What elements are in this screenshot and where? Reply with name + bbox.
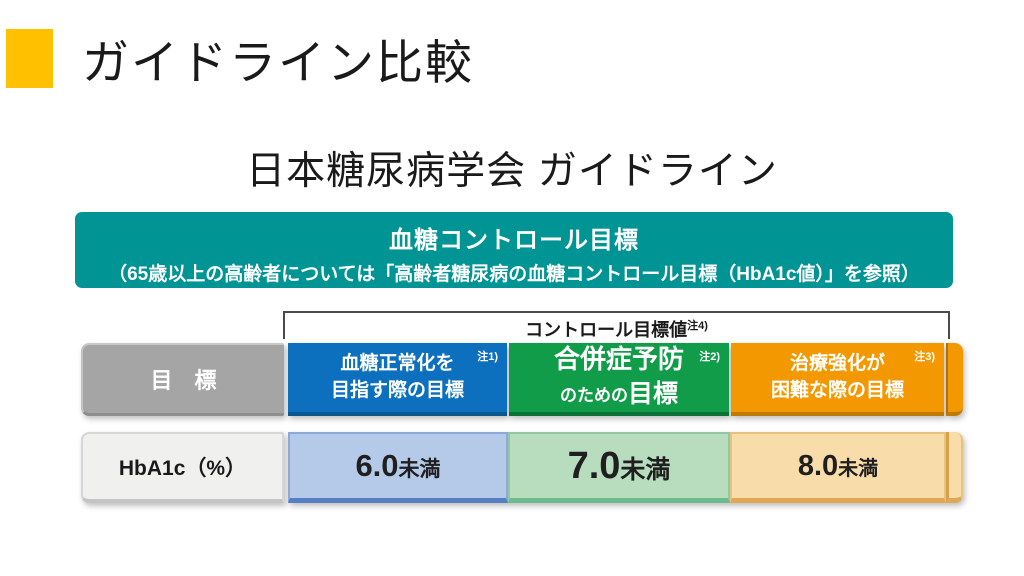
value-cell-under-8: 8.0未満 — [730, 432, 946, 503]
value2-number: 7.0 — [567, 444, 621, 487]
bracket-label: コントロール目標値注4) — [285, 313, 948, 342]
header-col1-line2: 目指す際の目標 — [330, 379, 464, 401]
value-row-right-fold — [946, 432, 963, 503]
header-cell-difficult-intensification: 注3) 治療強化が 困難な際の目標 — [731, 343, 944, 416]
bracket-label-text: コントロール目標値 — [525, 320, 688, 340]
control-target-banner: 血糖コントロール目標 （65歳以上の高齢者については「高齢者糖尿病の血糖コントロ… — [75, 212, 953, 288]
header-col1-line1: 血糖正常化を — [340, 352, 455, 374]
banner-title: 血糖コントロール目標 — [389, 227, 639, 254]
note1-superscript: 注1) — [477, 351, 498, 363]
value-cell-under-6: 6.0未満 — [288, 432, 508, 503]
header-col2-line1: 合併症予防 — [553, 343, 684, 374]
value3-suffix: 未満 — [838, 457, 879, 480]
header-col2-line2-small: のための — [559, 386, 628, 406]
guideline-heading: 日本糖尿病学会 ガイドライン — [246, 150, 778, 193]
table-value-row: HbA1c（%） 6.0未満 7.0未満 8.0未満 — [0, 432, 1024, 503]
hba1c-label-cell: HbA1c（%） — [81, 432, 284, 503]
header-label-text: 目 標 — [150, 368, 217, 393]
bracket-note: 注4) — [687, 320, 708, 332]
header-col3-line1: 治療強化が — [789, 352, 885, 374]
header-row-right-fold — [946, 343, 963, 416]
control-target-bracket: コントロール目標値注4) — [283, 311, 950, 342]
header-cell-complication-prevention: 注2) 合併症予防 のための目標 — [509, 343, 729, 416]
note3-superscript: 注3) — [914, 351, 935, 363]
note2-superscript: 注2) — [699, 351, 720, 363]
header-col2-line2: のための目標 — [560, 374, 678, 410]
value1-number: 6.0 — [355, 448, 399, 483]
header-col3-line2: 困難な際の目標 — [770, 379, 904, 401]
banner-subtitle: （65歳以上の高齢者については「高齢者糖尿病の血糖コントロール目標（HbA1c値… — [108, 264, 920, 285]
header-label-cell: 目 標 — [81, 343, 284, 416]
value1-suffix: 未満 — [398, 458, 441, 481]
header-cell-normalization-target: 注1) 血糖正常化を 目指す際の目標 — [288, 343, 507, 416]
value3-number: 8.0 — [797, 449, 839, 482]
page-title: ガイドライン比較 — [82, 36, 474, 89]
value-cell-under-7: 7.0未満 — [508, 432, 730, 503]
title-accent-square — [6, 29, 53, 88]
value2-suffix: 未満 — [620, 455, 671, 484]
hba1c-label-text: HbA1c（%） — [118, 456, 247, 480]
header-col2-line2-emph: 目標 — [627, 380, 678, 409]
table-header-row: 目 標 注1) 血糖正常化を 目指す際の目標 注2) 合併症予防 のための目標 … — [0, 343, 1024, 416]
